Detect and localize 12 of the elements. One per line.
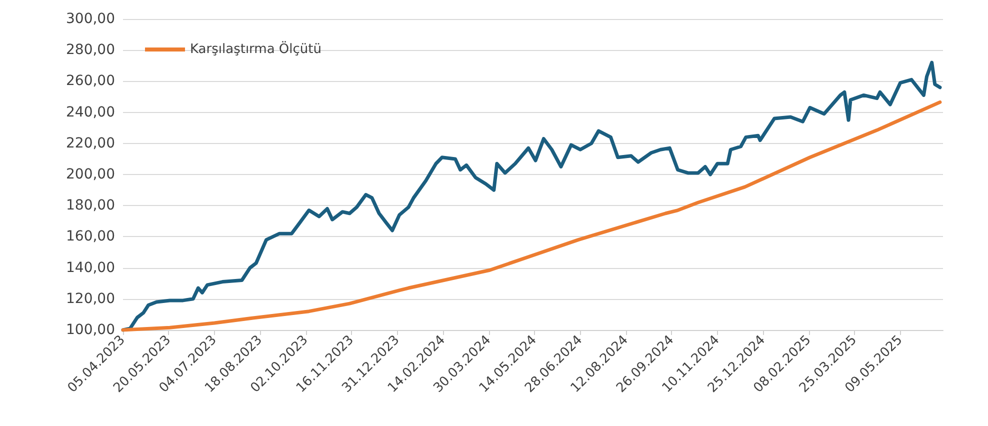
- y-tick-label: 260,00: [66, 73, 115, 90]
- y-tick-label: 220,00: [66, 135, 115, 152]
- y-tick-label: 120,00: [66, 290, 115, 307]
- y-tick-label: 160,00: [66, 228, 115, 245]
- y-tick-label: 140,00: [66, 260, 115, 276]
- y-tick-label: 280,00: [66, 42, 115, 58]
- y-tick-label: 300,00: [66, 11, 115, 27]
- y-tick-label: 100,00: [66, 322, 115, 338]
- legend-label: Karşılaştırma Ölçütü: [190, 41, 322, 57]
- y-tick-label: 200,00: [66, 166, 115, 182]
- y-tick-label: 180,00: [66, 198, 115, 214]
- y-tick-label: 240,00: [66, 104, 115, 120]
